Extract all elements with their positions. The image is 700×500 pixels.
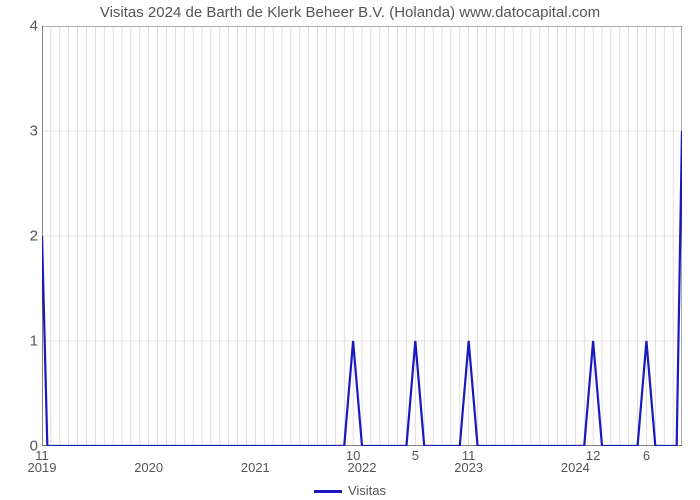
y-tick-label: 0 xyxy=(8,438,38,455)
x-value-label: 12 xyxy=(586,448,600,463)
legend-label: Visitas xyxy=(348,483,386,498)
y-tick-label: 4 xyxy=(8,18,38,35)
y-tick-label: 3 xyxy=(8,123,38,140)
x-value-label: 10 xyxy=(346,448,360,463)
legend-swatch xyxy=(314,490,342,493)
chart-title: Visitas 2024 de Barth de Klerk Beheer B.… xyxy=(0,4,700,21)
plot-area xyxy=(42,26,682,446)
y-tick-label: 1 xyxy=(8,333,38,350)
y-tick-label: 2 xyxy=(8,228,38,245)
x-value-label: 5 xyxy=(412,448,419,463)
chart-container: Visitas 2024 de Barth de Klerk Beheer B.… xyxy=(0,0,700,500)
x-value-label: 11 xyxy=(462,448,476,463)
x-value-label: 11 xyxy=(35,448,49,463)
x-year-label: 2020 xyxy=(134,460,163,475)
chart-svg xyxy=(42,26,682,446)
legend: Visitas xyxy=(0,483,700,498)
x-year-label: 2021 xyxy=(241,460,270,475)
x-value-label: 6 xyxy=(643,448,650,463)
